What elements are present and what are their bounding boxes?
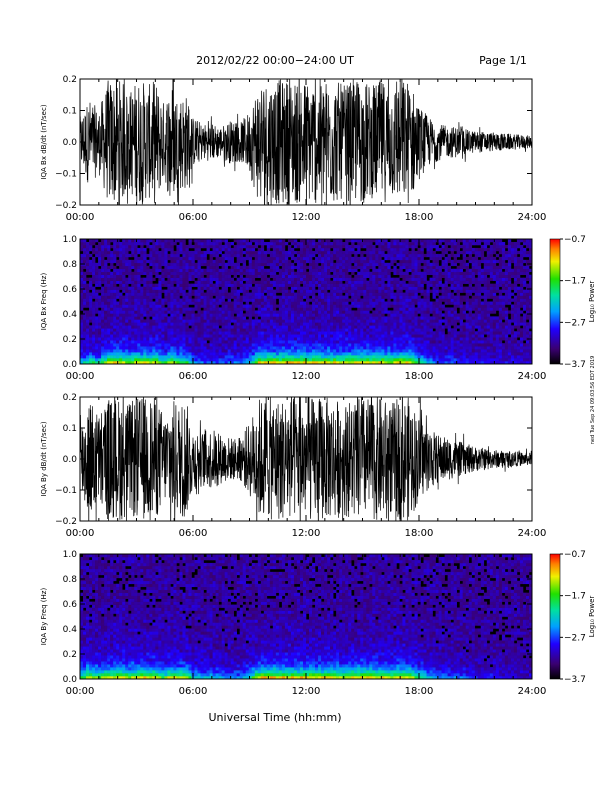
y-tick-label: 0.8 (63, 575, 78, 585)
colorbar-label: Log₁₀ Power (588, 281, 596, 323)
x-tick-label: 24:00 (518, 371, 547, 382)
y-tick-label: 0.1 (63, 424, 77, 434)
y-tick-label: 0.0 (63, 360, 78, 370)
x-tick-label: 06:00 (179, 371, 208, 382)
colorbar (549, 238, 561, 365)
y-axis-label: IQA By Freq (Hz) (40, 588, 48, 646)
colorbar-tick-label: −1.7 (564, 592, 586, 602)
y-tick-label: −0.2 (55, 201, 77, 211)
colorbar-tick-label: −1.7 (564, 277, 586, 287)
x-tick-label: 00:00 (66, 686, 95, 697)
x-axis-label: Universal Time (hh:mm) (209, 711, 342, 724)
x-tick-label: 18:00 (405, 686, 434, 697)
y-tick-label: 1.0 (63, 550, 78, 560)
y-tick-label: 0.2 (63, 335, 77, 345)
dbdt-trace (80, 397, 532, 521)
x-tick-label: 00:00 (66, 212, 95, 223)
x-tick-label: 00:00 (66, 528, 95, 539)
y-tick-label: 0.1 (63, 107, 77, 117)
y-axis-label: IQA By dB/dt (nT/sec) (40, 421, 48, 496)
header-title: 2012/02/22 00:00−24:00 UT (196, 54, 354, 67)
x-tick-label: 18:00 (405, 212, 434, 223)
bx-dbdt-panel: 00:00 06:00 12:00 18:00 24:00 −0.2 −0.1 0.0 0.1 0… (40, 75, 547, 223)
y-tick-label: −0.2 (55, 517, 77, 527)
y-tick-label: 0.4 (63, 625, 78, 635)
by-spectrogram-panel: −0.7 −1.7 −2.7 −3.7 Log₁₀ Power 00:00 06:00 12:… (40, 550, 596, 697)
dbdt-trace (80, 79, 532, 205)
colorbar-tick-label: −3.7 (564, 675, 586, 685)
colorbar (549, 553, 561, 680)
x-tick-label: 06:00 (179, 686, 208, 697)
by-dbdt-panel: 00:00 06:00 12:00 18:00 24:00 −0.2 −0.1 0.0 0.1 0… (40, 393, 547, 539)
y-tick-label: 0.0 (63, 455, 78, 465)
x-tick-label: 18:00 (405, 371, 434, 382)
x-tick-label: 06:00 (179, 528, 208, 539)
x-tick-label: 12:00 (292, 686, 321, 697)
y-tick-label: 0.4 (63, 310, 78, 320)
y-tick-label: −0.1 (55, 486, 77, 496)
y-tick-label: 0.8 (63, 260, 78, 270)
y-tick-label: 0.2 (63, 650, 77, 660)
y-tick-label: 0.6 (63, 285, 78, 295)
colorbar-tick-label: −0.7 (564, 550, 586, 560)
colorbar-tick-label: −2.7 (564, 318, 586, 328)
x-tick-label: 12:00 (292, 528, 321, 539)
x-tick-label: 12:00 (292, 371, 321, 382)
x-tick-label: 12:00 (292, 212, 321, 223)
y-axis-label: IQA Bx Freq (Hz) (40, 273, 48, 331)
colorbar-tick-label: −0.7 (564, 235, 586, 245)
y-tick-label: 1.0 (63, 235, 78, 245)
y-tick-label: 0.0 (63, 675, 78, 685)
bx-spectrogram-panel: −0.7 −1.7 −2.7 −3.7 Log₁₀ Power 00:00 06:00 12:… (40, 235, 596, 382)
y-tick-label: 0.6 (63, 600, 78, 610)
header-page: Page 1/1 (479, 54, 527, 67)
y-axis-label: IQA Bx dB/dt (nT/sec) (40, 104, 48, 179)
y-tick-label: −0.1 (55, 170, 77, 180)
x-tick-label: 24:00 (518, 212, 547, 223)
spectrogram-cells (80, 239, 533, 365)
x-tick-label: 24:00 (518, 528, 547, 539)
y-tick-label: 0.2 (63, 393, 77, 403)
x-tick-label: 00:00 (66, 371, 95, 382)
x-tick-label: 06:00 (179, 212, 208, 223)
y-tick-label: 0.2 (63, 75, 77, 85)
colorbar-tick-label: −3.7 (564, 360, 586, 370)
colorbar-label: Log₁₀ Power (588, 596, 596, 638)
colorbar-tick-label: −2.7 (564, 633, 586, 643)
y-tick-label: 0.0 (63, 138, 78, 148)
x-tick-label: 24:00 (518, 686, 547, 697)
spectrogram-cells (80, 554, 533, 680)
side-note: ned Tue Sep 24 09:03:56 EDT 2019 (590, 356, 596, 445)
x-tick-label: 18:00 (405, 528, 434, 539)
